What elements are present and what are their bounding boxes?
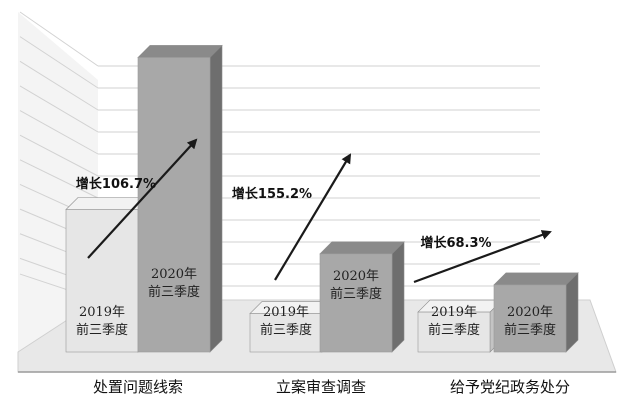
grid-line — [19, 110, 99, 155]
growth-label: 增长106.7% — [76, 176, 156, 192]
growth-label: 增长155.2% — [232, 186, 312, 202]
grid-line — [19, 60, 99, 111]
bar-2020 — [319, 241, 405, 353]
bar-top — [493, 272, 579, 286]
bar-label-2020-line1: 2020年 — [507, 305, 553, 320]
bar-label-2020-line1: 2020年 — [333, 269, 379, 284]
bar-label-2019-line1: 2019年 — [79, 305, 125, 320]
x-tick-label: 给予党纪政务处分 — [450, 378, 570, 396]
growth-arrow — [87, 138, 198, 259]
bars — [65, 44, 579, 353]
grid-line — [19, 36, 99, 89]
bar-top — [319, 241, 405, 255]
bar-2020 — [493, 272, 579, 353]
bar-label-2020-line2: 前三季度 — [330, 286, 382, 302]
grid-line — [19, 11, 99, 67]
labels: 2019年前三季度2020年前三季度处置问题线索2019年前三季度2020年前三… — [76, 138, 570, 396]
bar-top — [137, 45, 223, 58]
bar-label-2019-line1: 2019年 — [263, 305, 309, 320]
bar-label-2019-line2: 前三季度 — [76, 322, 128, 338]
bar-front — [493, 284, 567, 353]
bar-label-2019-line2: 前三季度 — [260, 322, 312, 338]
bar-side — [565, 272, 579, 353]
bar-front — [417, 311, 491, 353]
bar-front — [319, 253, 393, 353]
bar-label-2019-line1: 2019年 — [431, 305, 477, 320]
bar-front — [65, 209, 139, 353]
bar-front — [137, 57, 211, 353]
x-tick-label: 处置问题线索 — [93, 378, 183, 396]
growth-label: 增长68.3% — [420, 235, 491, 251]
bar-label-2019-line2: 前三季度 — [428, 322, 480, 338]
bar-label-2020-line2: 前三季度 — [504, 322, 556, 338]
bar-label-2020-line1: 2020年 — [151, 267, 197, 282]
grid-line — [19, 134, 99, 177]
bar-2020 — [137, 44, 223, 353]
grid-line — [19, 85, 99, 133]
bar-label-2020-line2: 前三季度 — [148, 284, 200, 300]
grid-line — [19, 159, 99, 199]
bar-side — [209, 44, 223, 353]
bar-side — [391, 241, 405, 353]
growth-arrow — [274, 153, 352, 281]
growth-arrow — [413, 230, 552, 284]
x-tick-label: 立案审查调查 — [276, 378, 366, 396]
bar-front — [249, 313, 323, 353]
